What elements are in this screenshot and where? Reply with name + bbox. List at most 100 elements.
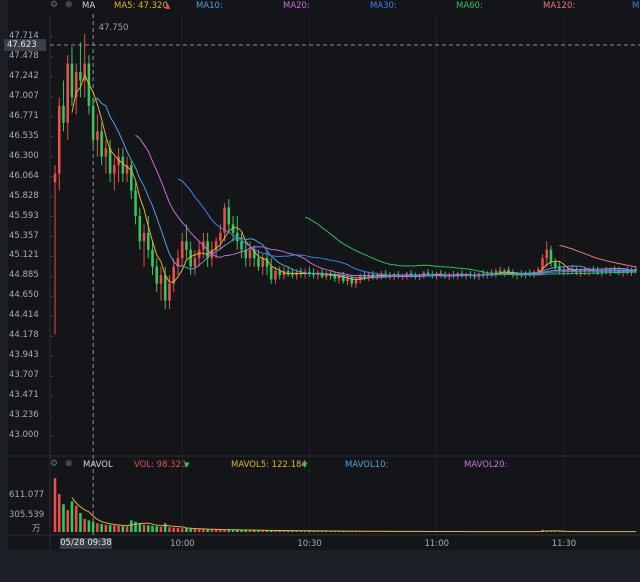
ma120-line — [559, 244, 636, 268]
high-price-label: 47.750 — [99, 23, 129, 33]
candle-body — [291, 273, 294, 276]
price-tick-label: 47.714 — [9, 31, 39, 41]
volume-bar — [248, 530, 252, 532]
candle-body — [549, 249, 553, 263]
mavol20-legend: MAVOL20: — [464, 460, 508, 470]
candle-body — [553, 262, 557, 267]
candle-body — [108, 148, 112, 174]
ma5-legend: MA5: 47.320 — [114, 1, 168, 11]
volume-bar — [257, 530, 260, 532]
candle-body — [308, 271, 311, 274]
volume-bar — [261, 530, 264, 532]
volume-bar — [159, 526, 163, 532]
candle-body — [151, 249, 154, 267]
price-tick-label: 44.650 — [9, 290, 39, 301]
volume-bar — [240, 530, 243, 532]
volume-bar — [108, 525, 112, 532]
price-tick-label: 43.707 — [9, 370, 39, 381]
time-tick-label: 11:00 — [424, 539, 450, 549]
candle-body — [197, 249, 201, 259]
candle-body — [498, 270, 502, 273]
candle-body — [541, 258, 544, 270]
candle-body — [240, 241, 243, 250]
candle-body — [219, 232, 222, 242]
candle-body — [481, 273, 485, 276]
volume-bar — [168, 527, 171, 532]
price-tick-label: 44.178 — [9, 330, 39, 341]
candle-body — [214, 241, 218, 250]
candle-body — [117, 156, 120, 166]
mavol5-legend: MAVOL5: 122.184 — [231, 460, 307, 470]
price-tick-label: 44.885 — [9, 270, 39, 281]
mavol5-down-arrow-icon: ▼ — [302, 461, 308, 469]
volume-bar — [265, 530, 269, 532]
volume-bar — [286, 530, 290, 532]
candle-body — [172, 266, 175, 284]
volume-bar — [100, 523, 103, 532]
volume-bar — [231, 529, 235, 532]
volume-bar — [299, 530, 303, 532]
volume-bar — [274, 530, 277, 532]
price-tick-label: 47.242 — [9, 70, 39, 81]
candle-body — [193, 258, 197, 267]
volume-bar — [197, 529, 201, 532]
ma20-line — [135, 134, 636, 278]
candle-body — [70, 63, 74, 98]
indicator-name[interactable]: MA — [82, 1, 96, 11]
candle-body — [130, 165, 133, 191]
candle-body — [163, 275, 167, 301]
volume-bar — [252, 530, 256, 532]
candle-body — [223, 207, 226, 233]
candle-body — [286, 270, 290, 274]
candle-body — [337, 275, 341, 279]
volume-indicator-name[interactable]: MAVOL — [83, 460, 113, 470]
price-tick-label: 45.121 — [9, 250, 39, 261]
candle-body — [274, 270, 277, 280]
navigator-bar[interactable] — [8, 550, 640, 582]
candle-body — [575, 270, 578, 273]
candle-body — [252, 249, 256, 259]
candle-body — [269, 266, 273, 280]
candle-body — [74, 72, 78, 98]
volume-bar — [269, 530, 273, 532]
candle-body — [79, 72, 82, 81]
mavol5-line — [71, 497, 636, 533]
volume-bar — [316, 530, 320, 532]
candle-body — [113, 165, 116, 174]
volume-bar — [312, 530, 315, 532]
close-indicator-icon[interactable]: ⊗ — [65, 0, 73, 10]
volume-bar — [244, 530, 248, 532]
price-tick-label: 46.771 — [9, 110, 39, 121]
candle-body — [248, 249, 252, 259]
candle-body — [231, 224, 235, 233]
ma30-legend: MA30: — [370, 1, 397, 11]
price-tick-label: 45.357 — [9, 230, 39, 241]
volume-bar — [176, 527, 180, 532]
candle-body — [422, 272, 426, 276]
vol-legend: VOL: 98.320 — [134, 460, 187, 470]
candle-body — [312, 273, 315, 276]
volume-close-icon[interactable]: ⊗ — [65, 459, 73, 469]
candle-body — [409, 273, 413, 276]
candle-body — [494, 270, 498, 275]
candle-body — [278, 270, 281, 276]
price-tick-label: 44.414 — [9, 310, 39, 321]
candle-body — [146, 232, 150, 250]
volume-bar — [96, 523, 99, 532]
volume-bar — [113, 525, 116, 532]
volume-bar — [553, 531, 557, 532]
settings-gear-icon[interactable]: ⚙ — [50, 0, 59, 10]
price-tick-label: 46.300 — [9, 150, 39, 161]
volume-bar — [185, 528, 188, 532]
volume-settings-gear-icon[interactable]: ⚙ — [50, 459, 59, 469]
candle-body — [507, 270, 510, 274]
candle-body — [134, 190, 137, 216]
time-tick-label: 11:30 — [551, 539, 577, 549]
candle-body — [176, 258, 180, 267]
candle-body — [185, 241, 188, 250]
volume-bar — [223, 529, 226, 532]
candle-body — [333, 276, 337, 279]
crosshair-time-label: 05/28 09:38 — [60, 538, 112, 549]
vol-down-arrow-icon: ▼ — [184, 461, 190, 469]
